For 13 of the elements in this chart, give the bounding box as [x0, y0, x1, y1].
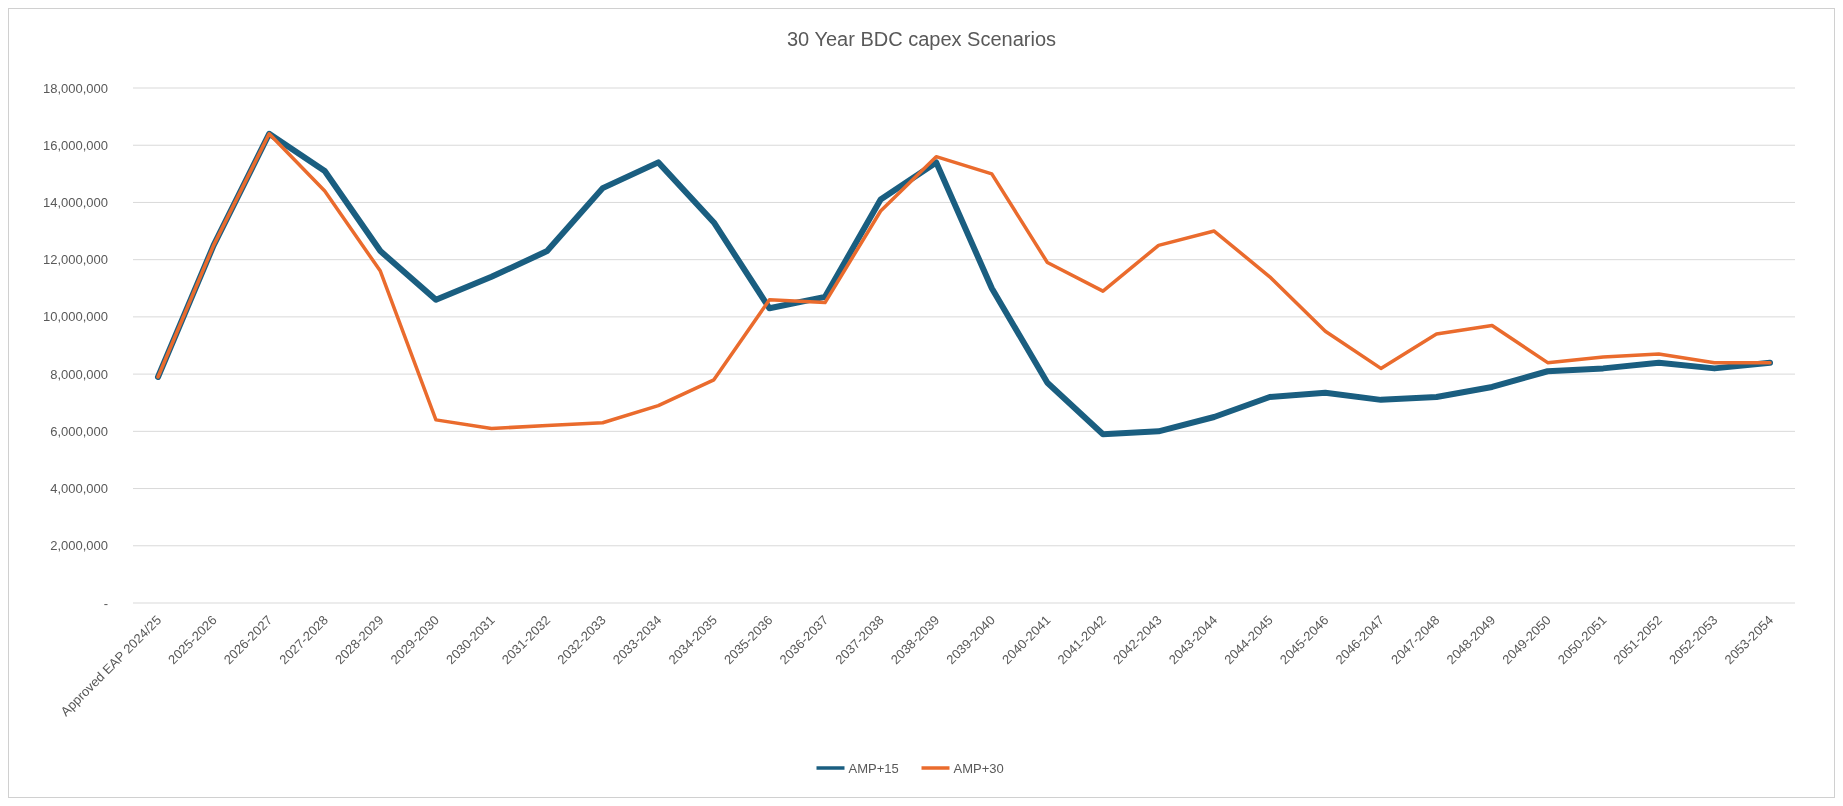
chart-title: 30 Year BDC capex Scenarios — [786, 28, 1057, 50]
y-tick-label: 14,000,000 — [42, 194, 108, 210]
legend-label: AMP+15 — [848, 760, 899, 776]
y-tick-label: 12,000,000 — [42, 252, 108, 268]
y-tick-label: 18,000,000 — [42, 80, 108, 96]
legend-label: AMP+30 — [953, 760, 1004, 776]
y-tick-label: 8,000,000 — [50, 366, 108, 382]
y-tick-label: 6,000,000 — [50, 423, 108, 439]
y-tick-label: 16,000,000 — [42, 137, 108, 153]
y-tick-label: 4,000,000 — [50, 481, 108, 497]
y-tick-label: - — [103, 595, 108, 611]
y-tick-label: 2,000,000 — [50, 538, 108, 554]
y-tick-label: 10,000,000 — [42, 309, 108, 325]
